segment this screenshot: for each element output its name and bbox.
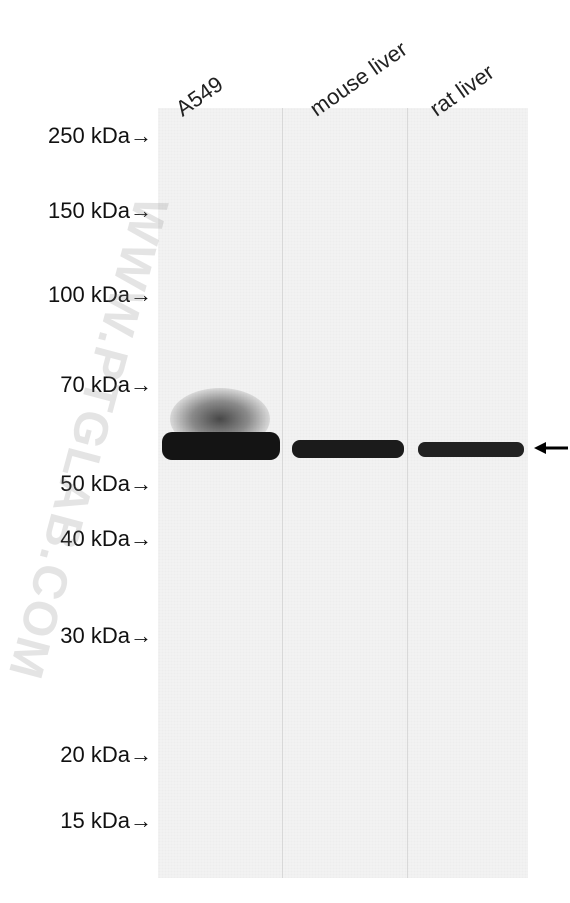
protein-band: [162, 432, 280, 460]
mw-marker: 15 kDa→: [60, 808, 152, 834]
arrow-right-icon: →: [130, 742, 152, 768]
mw-marker: 50 kDa→: [60, 471, 152, 497]
mw-text: 100 kDa: [48, 282, 130, 307]
arrow-right-icon: →: [130, 198, 152, 224]
mw-marker: 30 kDa→: [60, 623, 152, 649]
mw-text: 15 kDa: [60, 808, 130, 833]
mw-marker: 150 kDa→: [48, 198, 152, 224]
mw-marker: 20 kDa→: [60, 742, 152, 768]
membrane-texture: [158, 108, 528, 878]
arrow-right-icon: →: [130, 808, 152, 834]
arrow-right-icon: →: [130, 526, 152, 552]
blot-figure: A549 mouse liver rat liver 250 kDa→ 150 …: [0, 0, 570, 903]
mw-text: 50 kDa: [60, 471, 130, 496]
arrow-right-icon: →: [130, 282, 152, 308]
mw-text: 250 kDa: [48, 123, 130, 148]
mw-marker: 70 kDa→: [60, 372, 152, 398]
mw-marker: 250 kDa→: [48, 123, 152, 149]
watermark-text: WWW.PTGLAB.COM: [0, 191, 178, 686]
mw-text: 70 kDa: [60, 372, 130, 397]
blot-membrane: [158, 108, 528, 878]
arrow-right-icon: →: [130, 471, 152, 497]
mw-text: 20 kDa: [60, 742, 130, 767]
target-arrow-icon: [534, 438, 570, 458]
mw-text: 40 kDa: [60, 526, 130, 551]
lane-divider: [282, 108, 283, 878]
mw-marker: 40 kDa→: [60, 526, 152, 552]
lane-divider: [407, 108, 408, 878]
protein-band: [418, 442, 524, 457]
arrow-right-icon: →: [130, 372, 152, 398]
protein-band: [292, 440, 404, 458]
arrow-right-icon: →: [130, 623, 152, 649]
mw-text: 150 kDa: [48, 198, 130, 223]
mw-text: 30 kDa: [60, 623, 130, 648]
arrow-right-icon: →: [130, 123, 152, 149]
mw-marker: 100 kDa→: [48, 282, 152, 308]
